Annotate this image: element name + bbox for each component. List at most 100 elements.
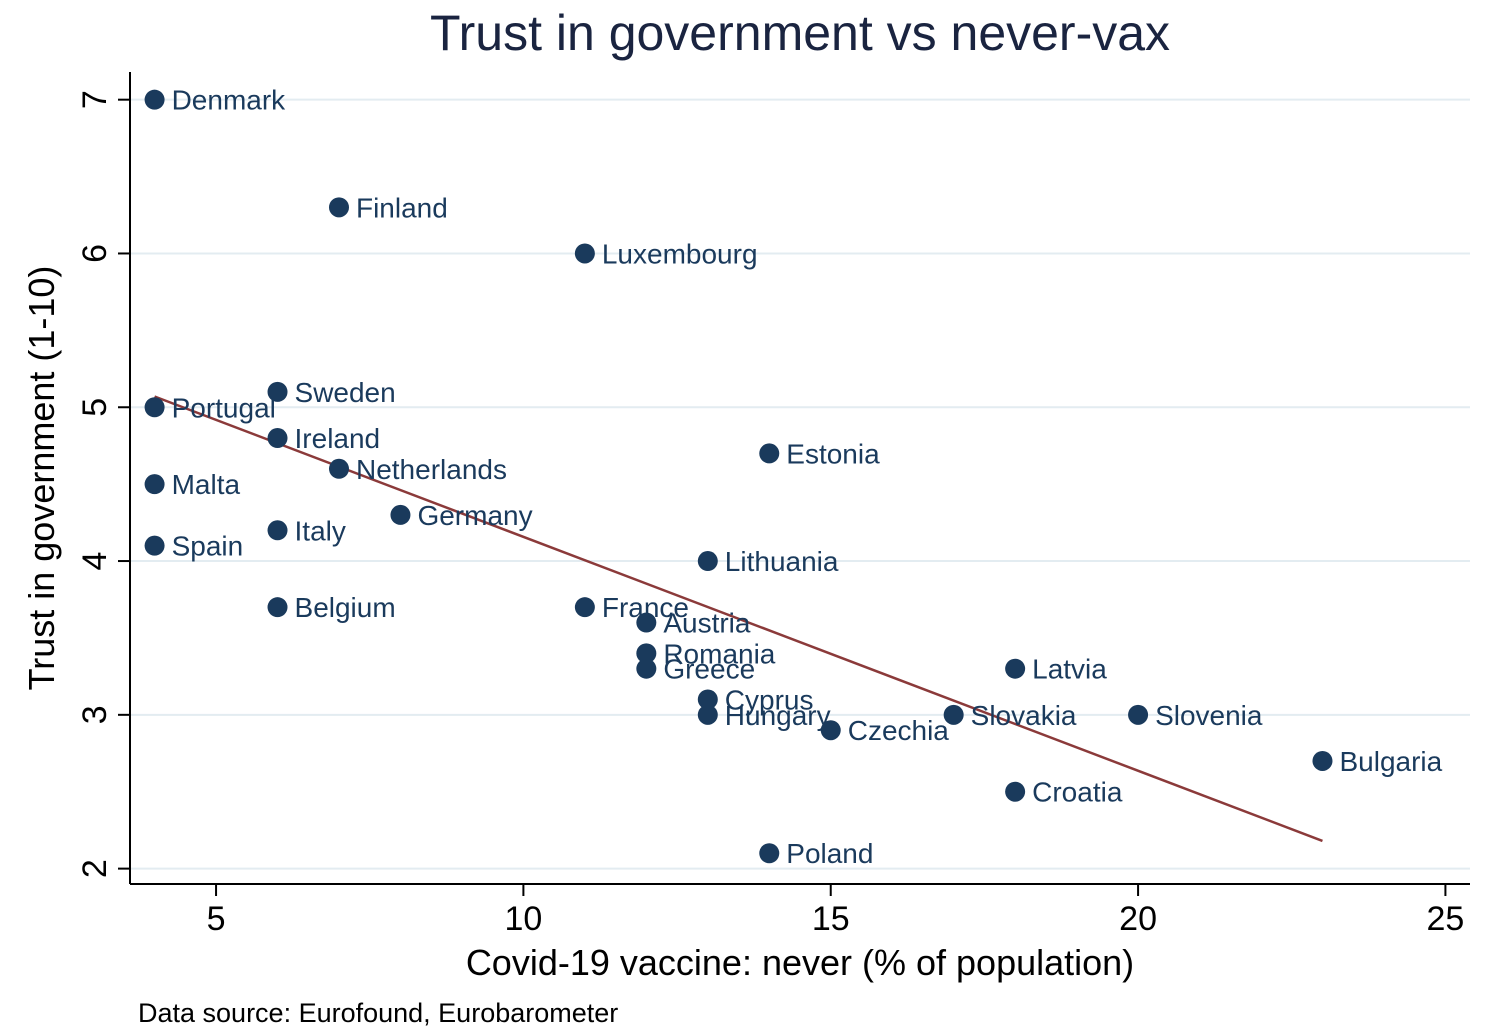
- data-point-label: Croatia: [1032, 777, 1123, 808]
- x-axis-title: Covid-19 vaccine: never (% of population…: [466, 942, 1134, 983]
- data-point-group: Luxembourg: [574, 238, 758, 269]
- data-point-group: Denmark: [144, 85, 287, 116]
- y-tick-label: 5: [76, 398, 114, 417]
- data-point-label: Luxembourg: [602, 238, 758, 269]
- data-point-group: Latvia: [1005, 654, 1107, 685]
- data-point-group: Hungary: [697, 700, 831, 731]
- data-point-group: Austria: [636, 608, 751, 639]
- data-point-label: Romania: [663, 638, 775, 669]
- data-point: [328, 458, 349, 479]
- data-point: [636, 612, 657, 633]
- data-point: [144, 474, 165, 495]
- data-point-group: Finland: [328, 192, 448, 223]
- data-point: [759, 843, 780, 864]
- x-tick-label: 20: [1119, 900, 1157, 938]
- data-point-label: Portugal: [172, 392, 276, 423]
- data-point-group: Portugal: [144, 392, 276, 423]
- data-point: [697, 551, 718, 572]
- data-point-label: Finland: [356, 192, 448, 223]
- data-point: [636, 658, 657, 679]
- data-point: [390, 504, 411, 525]
- y-tick-label: 4: [76, 552, 114, 571]
- data-point-label: Germany: [417, 500, 532, 531]
- data-point-group: Croatia: [1005, 777, 1123, 808]
- data-point: [267, 597, 288, 618]
- data-point: [267, 381, 288, 402]
- data-point-group: Lithuania: [697, 546, 839, 577]
- x-tick-label: 5: [207, 900, 226, 938]
- data-point: [943, 704, 964, 725]
- fit-line-layer: [154, 395, 1323, 843]
- data-point-label: Estonia: [786, 438, 880, 469]
- data-point-group: Cyprus: [697, 684, 814, 715]
- x-tick-label: 10: [504, 900, 542, 938]
- data-source-note: Data source: Eurofound, Eurobarometer: [138, 998, 618, 1028]
- data-point-label: Spain: [172, 531, 244, 562]
- data-point: [1128, 704, 1149, 725]
- data-point: [574, 597, 595, 618]
- x-tick-label: 15: [812, 900, 850, 938]
- data-point-group: Slovenia: [1128, 700, 1263, 731]
- data-point-group: Poland: [759, 838, 873, 869]
- data-point-label: Greece: [663, 654, 755, 685]
- data-point-label: Lithuania: [725, 546, 839, 577]
- data-point-label: Austria: [663, 608, 751, 639]
- y-tick-label: 6: [76, 244, 114, 263]
- data-point: [697, 704, 718, 725]
- data-point-label: Denmark: [172, 85, 287, 116]
- data-point-group: Greece: [636, 654, 755, 685]
- data-point: [1005, 781, 1026, 802]
- y-tick-label: 2: [76, 859, 114, 878]
- data-point-label: Czechia: [848, 715, 950, 746]
- data-point-group: Malta: [144, 469, 241, 500]
- data-point-label: Malta: [172, 469, 241, 500]
- data-point-label: Bulgaria: [1339, 746, 1442, 777]
- data-point-group: Spain: [144, 531, 244, 562]
- data-point-label: Ireland: [295, 423, 381, 454]
- x-tick-label: 25: [1426, 900, 1464, 938]
- data-point-group: Romania: [636, 638, 776, 669]
- data-point: [759, 443, 780, 464]
- data-point-label: Netherlands: [356, 454, 507, 485]
- data-point-label: Cyprus: [725, 684, 814, 715]
- data-point-label: Belgium: [295, 592, 396, 623]
- data-point-group: Italy: [267, 515, 346, 546]
- data-point-label: Sweden: [295, 377, 396, 408]
- data-point-group: Germany: [390, 500, 533, 531]
- data-point: [144, 397, 165, 418]
- axes: 2 3 4 5 6 7 5 10 15 20 25: [76, 72, 1470, 938]
- data-point: [820, 720, 841, 741]
- data-point: [1005, 658, 1026, 679]
- data-point-label: Hungary: [725, 700, 831, 731]
- fit-line: [154, 395, 1323, 843]
- chart-title: Trust in government vs never-vax: [430, 5, 1170, 61]
- data-point: [328, 197, 349, 218]
- data-point-label: Italy: [295, 515, 346, 546]
- y-tick-label: 3: [76, 705, 114, 724]
- data-point: [1312, 750, 1333, 771]
- data-point: [574, 243, 595, 264]
- data-point: [267, 520, 288, 541]
- data-point-group: Sweden: [267, 377, 396, 408]
- data-point: [636, 643, 657, 664]
- y-axis-title: Trust in government (1-10): [21, 266, 62, 691]
- data-point-group: Belgium: [267, 592, 396, 623]
- data-point-group: Slovakia: [943, 700, 1077, 731]
- data-point-label: Slovakia: [971, 700, 1077, 731]
- data-point: [144, 89, 165, 110]
- data-point: [267, 428, 288, 449]
- data-point-group: Ireland: [267, 423, 381, 454]
- data-point-label: Latvia: [1032, 654, 1107, 685]
- data-points: Denmark Finland Luxembourg Sweden Portugal Ir…: [144, 85, 1443, 869]
- data-point-group: Czechia: [820, 715, 950, 746]
- y-tick-label: 7: [76, 90, 114, 109]
- grid-lines: [130, 98, 1470, 870]
- data-point-group: Netherlands: [328, 454, 507, 485]
- data-point-group: Estonia: [759, 438, 880, 469]
- data-point: [144, 535, 165, 556]
- data-point-label: Slovenia: [1155, 700, 1263, 731]
- data-point: [697, 689, 718, 710]
